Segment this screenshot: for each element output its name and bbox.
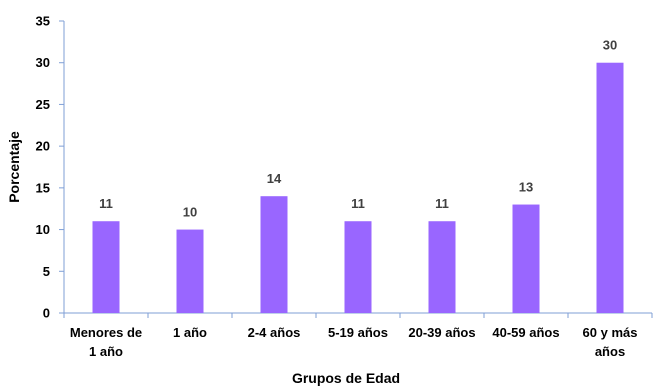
y-tick-label: 30	[36, 55, 50, 70]
bar	[512, 204, 540, 313]
y-tick-label: 20	[36, 139, 50, 154]
y-tick-label: 15	[36, 180, 50, 195]
y-tick-label: 10	[36, 222, 50, 237]
y-tick-label: 35	[36, 14, 50, 29]
category-label: 5-19 años	[328, 325, 388, 340]
category-label: 1 año	[173, 325, 207, 340]
x-axis	[63, 312, 653, 318]
data-label: 10	[183, 205, 197, 220]
data-label: 30	[603, 38, 617, 53]
data-label: 11	[435, 196, 449, 211]
bar	[596, 62, 624, 313]
category-label: 1 año	[89, 344, 123, 359]
category-label: 60 y más	[583, 325, 638, 340]
data-label: 11	[351, 196, 365, 211]
y-axis-title: Porcentaje	[6, 131, 22, 203]
data-label: 11	[99, 196, 113, 211]
data-label: 13	[519, 180, 533, 195]
category-label: Menores de	[70, 325, 142, 340]
category-label: 2-4 años	[248, 325, 301, 340]
y-tick-label: 0	[43, 306, 50, 321]
bar	[92, 221, 120, 313]
y-tick-label: 25	[36, 97, 50, 112]
category-labels: Menores de 1 año 1 año 2-4 años 5-19 años 20-…	[70, 325, 638, 359]
category-label: 40-59 años	[492, 325, 559, 340]
y-tick-label: 5	[43, 264, 50, 279]
bar	[176, 229, 204, 313]
x-axis-title: Grupos de Edad	[292, 370, 400, 386]
bar	[428, 221, 456, 313]
bar	[260, 196, 288, 313]
bars	[92, 62, 624, 313]
data-labels: 11 10 14 11 11 13 30	[99, 38, 617, 220]
bar	[344, 221, 372, 313]
category-label: años	[595, 344, 625, 359]
category-label: 20-39 años	[408, 325, 475, 340]
data-label: 14	[267, 171, 282, 186]
y-axis: 0 5 10 15 20 25 30 35	[36, 14, 65, 321]
